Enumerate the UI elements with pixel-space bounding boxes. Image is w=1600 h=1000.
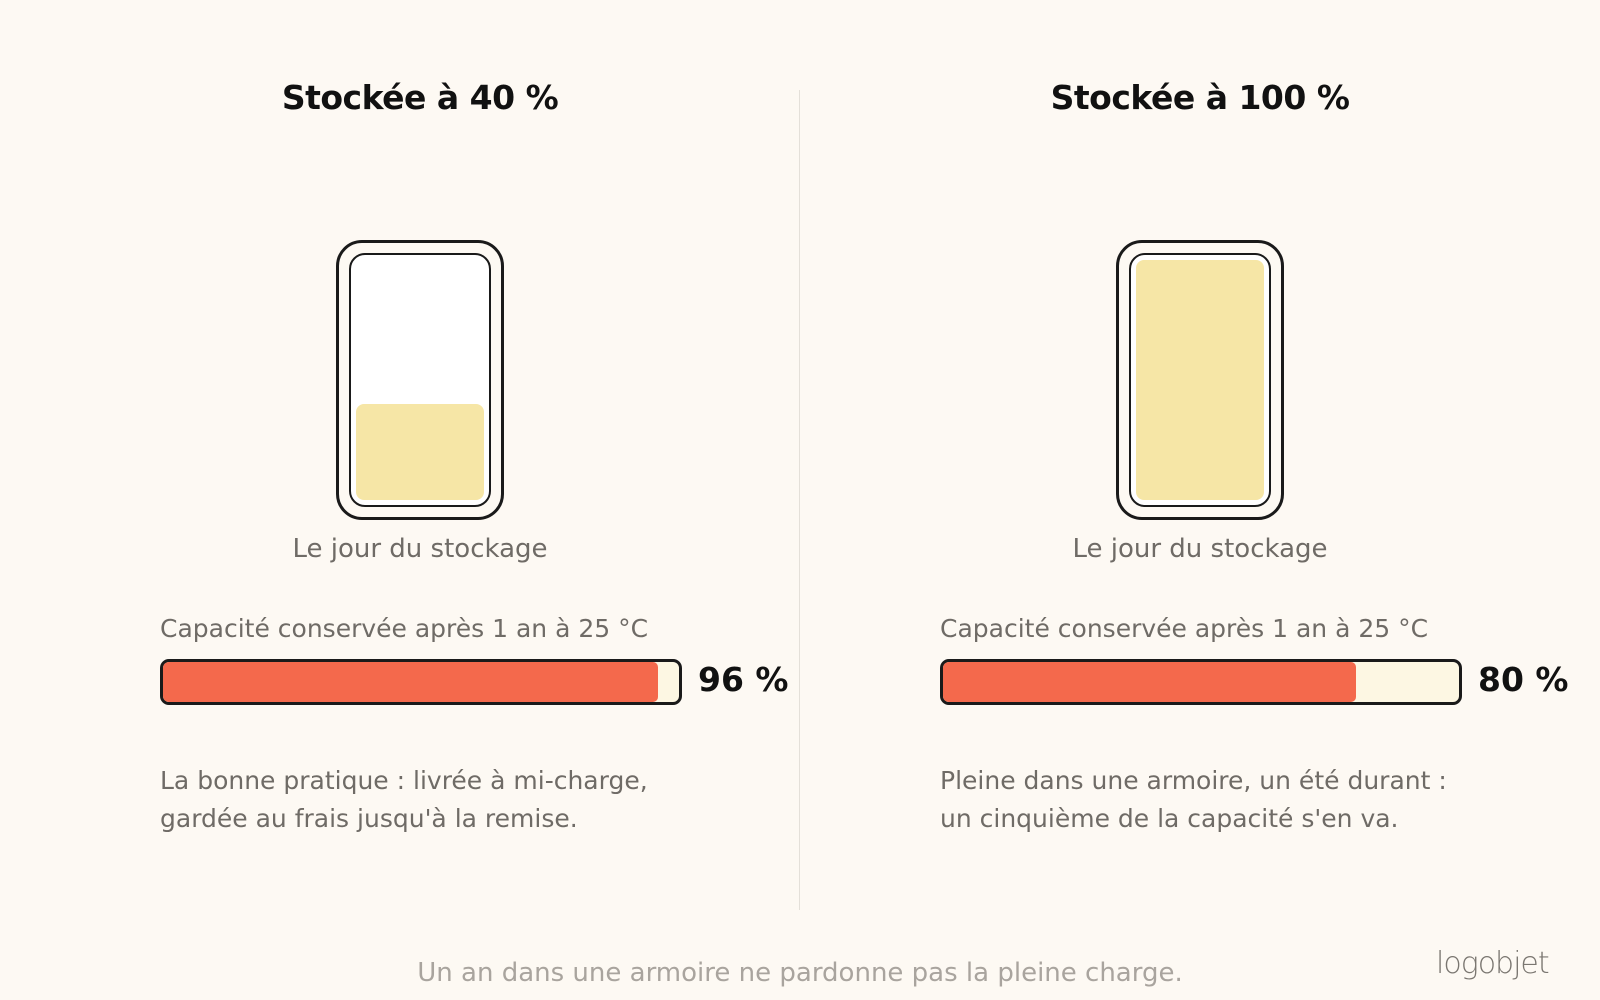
battery-level-fill (356, 404, 484, 500)
retention-bar-fill (163, 662, 659, 702)
retention-bar (160, 659, 682, 705)
battery-body (1129, 253, 1271, 507)
retention-value: 80 % (1478, 660, 1569, 699)
description-line: gardée au frais jusqu'à la remise. (160, 804, 578, 833)
retention-bar (940, 659, 1462, 705)
battery-body (349, 253, 491, 507)
battery-level-fill (1136, 260, 1264, 500)
battery-caption: Le jour du stockage (292, 534, 548, 564)
retention-bar-fill (943, 662, 1356, 702)
battery-caption: Le jour du stockage (1072, 534, 1328, 564)
panel-40-percent: Stockée à 40 % Le jour du stockage Capac… (30, 0, 810, 900)
panel-divider (799, 90, 800, 910)
panel-description: La bonne pratique : livrée à mi-charge, … (160, 762, 760, 838)
panel-title: Stockée à 40 % (281, 78, 559, 117)
brand-logo: logobjet (1436, 946, 1550, 981)
description-line: La bonne pratique : livrée à mi-charge, (160, 766, 648, 795)
retention-bar-label: Capacité conservée après 1 an à 25 °C (160, 614, 649, 643)
panel-title: Stockée à 100 % (1050, 78, 1350, 117)
description-line: un cinquième de la capacité s'en va. (940, 804, 1399, 833)
battery-icon (336, 240, 504, 520)
panel-description: Pleine dans une armoire, un été durant :… (940, 762, 1540, 838)
retention-bar-label: Capacité conservée après 1 an à 25 °C (940, 614, 1429, 643)
description-line: Pleine dans une armoire, un été durant : (940, 766, 1447, 795)
battery-icon (1116, 240, 1284, 520)
retention-value: 96 % (698, 660, 789, 699)
panel-100-percent: Stockée à 100 % Le jour du stockage Capa… (810, 0, 1590, 900)
footer-caption: Un an dans une armoire ne pardonne pas l… (417, 958, 1183, 988)
